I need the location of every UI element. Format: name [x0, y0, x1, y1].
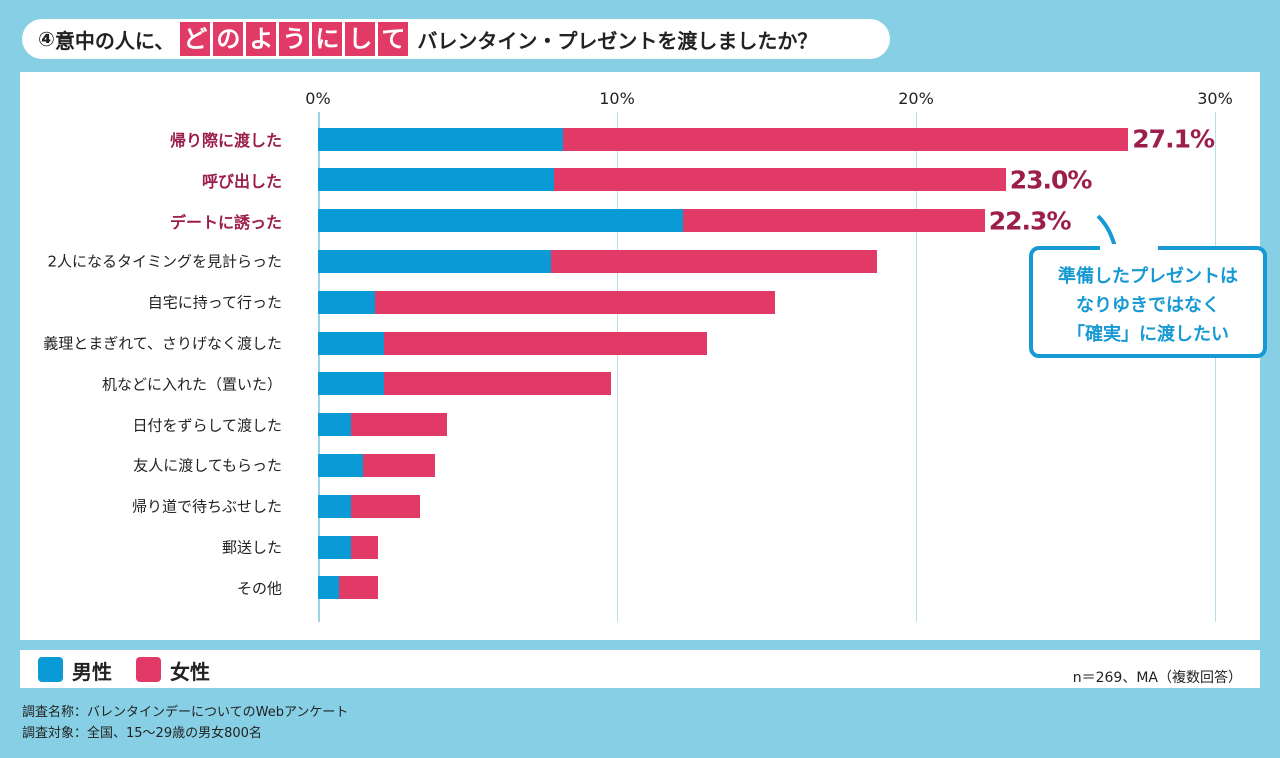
title-suffix: バレンタイン・プレゼントを渡しましたか？ [417, 28, 818, 53]
bar-male [318, 209, 683, 233]
bar-female [374, 290, 776, 314]
survey-target: 調査対象：全国、15～29歳の男女800名 [22, 726, 262, 741]
callout-line: 「確実」に渡したい [1067, 324, 1229, 345]
legend-male-label: 男性 [72, 660, 112, 684]
x-tick-label: 10% [599, 89, 635, 108]
category-label: デートに誘った [169, 212, 282, 232]
title-emphasis-char: に [312, 22, 343, 56]
bar-male [318, 535, 351, 559]
category-label: 自宅に持って行った [147, 293, 282, 312]
callout-line: 準備したプレゼントは [1058, 266, 1238, 287]
category-label: その他 [236, 579, 282, 598]
bar-female [350, 535, 378, 559]
title-emphasis: ど の よ う に し て [180, 22, 411, 56]
title-emphasis-char: う [279, 22, 310, 56]
bar-female [551, 249, 878, 273]
bar-male [318, 249, 552, 273]
callout-line: なりゆきではなく [1076, 295, 1220, 316]
gridline [1215, 112, 1216, 622]
category-label: 日付をずらして渡した [132, 416, 282, 435]
bar-female [563, 127, 1129, 151]
title-emphasis-char: て [378, 22, 409, 56]
title-emphasis-char: よ [246, 22, 277, 56]
title-prefix: 意中の人に、 [54, 28, 175, 53]
total-value-label: 27.1% [1132, 124, 1215, 154]
category-label: 帰り道で待ちぶせした [131, 497, 282, 516]
bar-female [554, 168, 1006, 192]
bar-female [350, 494, 420, 518]
sample-note: n＝269、MA（複数回答） [1072, 670, 1242, 686]
bar-male [318, 576, 339, 600]
x-tick-label: 20% [898, 89, 934, 108]
legend-female-swatch [136, 657, 161, 682]
title-emphasis-char: の [213, 22, 244, 56]
x-tick-label: 30% [1197, 89, 1233, 108]
bar-male [318, 494, 351, 518]
survey-name: 調査名称：バレンタインデーについてのWebアンケート [22, 705, 349, 720]
x-tick-label: 0% [305, 89, 331, 108]
callout-box: 準備したプレゼントは なりゆきではなく 「確実」に渡したい [1029, 246, 1267, 358]
gridline [617, 112, 618, 622]
bar-male [318, 168, 555, 192]
bar-male [318, 453, 363, 477]
total-value-label: 22.3% [988, 206, 1072, 236]
gridline [916, 112, 917, 622]
category-label: 郵送した [221, 538, 282, 557]
bar-female [383, 372, 611, 396]
category-label: 2人になるタイミングを見計らった [47, 252, 282, 271]
title-number: ④ [38, 27, 55, 51]
bar-female [338, 576, 378, 600]
bar-female [350, 413, 447, 437]
chart-title: ④ 意中の人に、 ど の よ う に し て バレンタイン・プレゼントを渡しまし… [22, 19, 890, 59]
legend: 男性 女性 n＝269、MA（複数回答） [20, 650, 1260, 688]
category-label: 友人に渡してもらった [133, 456, 282, 475]
bar-male [318, 290, 375, 314]
legend-female-label: 女性 [170, 660, 210, 684]
category-label: 義理とまぎれて、さりげなく渡した [43, 334, 282, 353]
bar-male [318, 127, 564, 151]
gridline [318, 112, 320, 622]
bar-male [318, 372, 384, 396]
bar-male [318, 413, 351, 437]
title-emphasis-char: し [345, 22, 376, 56]
legend-male-swatch [38, 657, 63, 682]
total-value-label: 23.0% [1009, 165, 1093, 195]
bar-female [362, 453, 435, 477]
category-label: 帰り際に渡した [169, 131, 282, 150]
bar-female [383, 331, 707, 355]
bar-female [682, 209, 985, 233]
title-emphasis-char: ど [180, 22, 211, 56]
category-label: 呼び出した [201, 171, 282, 191]
bar-male [318, 331, 384, 355]
category-label: 机などに入れた（置いた） [101, 375, 282, 394]
